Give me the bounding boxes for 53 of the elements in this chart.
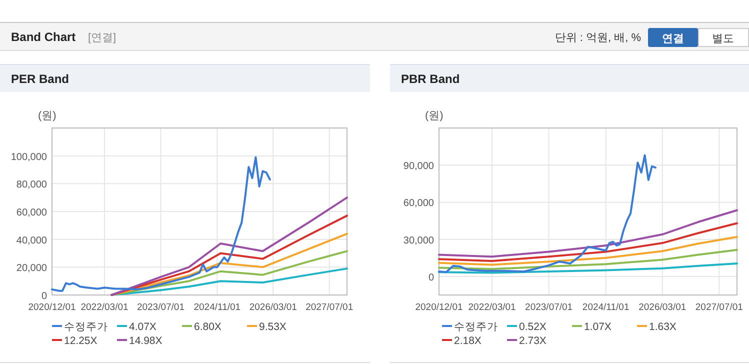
legend-label: 12.25X bbox=[64, 335, 98, 347]
line-series bbox=[438, 154, 656, 274]
text: 별도 bbox=[712, 33, 734, 45]
y-tick-label: 0 bbox=[428, 272, 434, 284]
line-series bbox=[110, 196, 348, 296]
legend-label: 2.73X bbox=[519, 335, 546, 347]
line-series bbox=[110, 250, 348, 296]
legend-label: 2.18X bbox=[454, 335, 482, 347]
legend-label: 14.98X bbox=[129, 335, 162, 347]
x-tick-label: 2024/11/01 bbox=[194, 302, 241, 313]
chart-title: PER Band bbox=[11, 72, 70, 86]
legend-label: 4.07X bbox=[129, 321, 156, 333]
legend-label: 수정주가 bbox=[64, 321, 108, 333]
legend-label: 1.07X bbox=[584, 321, 612, 333]
x-tick-label: 2026/03/01 bbox=[638, 302, 686, 313]
y-axis-title: (원) bbox=[38, 110, 56, 122]
x-tick-label: 2022/03/01 bbox=[80, 302, 128, 313]
x-tick-label: 2020/12/01 bbox=[28, 302, 76, 313]
line-series bbox=[438, 209, 738, 258]
x-tick-label: 2023/07/01 bbox=[136, 302, 184, 313]
x-tick-label: 2020/12/01 bbox=[415, 302, 463, 313]
y-tick-label: 90,000 bbox=[403, 161, 434, 172]
y-tick-label: 60,000 bbox=[16, 208, 48, 218]
y-tick-label: 80,000 bbox=[16, 180, 48, 191]
line-series bbox=[438, 222, 738, 262]
y-tick-label: 30,000 bbox=[403, 235, 434, 246]
legend-label: 수정주가 bbox=[454, 321, 498, 333]
y-tick-label: 60,000 bbox=[403, 198, 434, 210]
y-tick-label: 20,000 bbox=[16, 263, 48, 274]
line-series bbox=[51, 156, 271, 292]
text: Band Chart bbox=[11, 30, 76, 44]
x-tick-label: 2026/03/01 bbox=[249, 302, 297, 313]
y-tick-label: 40,000 bbox=[16, 235, 48, 246]
legend-label: 6.80X bbox=[194, 321, 222, 333]
text: [연결] bbox=[88, 32, 116, 44]
text: 단위 : 억원, 배, % bbox=[554, 32, 642, 44]
y-axis-title: (원) bbox=[425, 110, 444, 122]
legend-label: 9.53X bbox=[259, 321, 286, 333]
x-tick-label: 2027/07/01 bbox=[306, 302, 354, 313]
text: 연결 bbox=[662, 33, 684, 45]
line-series bbox=[438, 262, 738, 274]
legend-label: 1.63X bbox=[649, 321, 676, 333]
line-series bbox=[438, 236, 738, 266]
chart-title: PBR Band bbox=[401, 72, 460, 86]
y-tick-label: 0 bbox=[41, 291, 48, 302]
line-series bbox=[110, 268, 348, 296]
x-tick-label: 2027/07/01 bbox=[695, 302, 743, 313]
legend-label: 0.52X bbox=[519, 321, 546, 333]
line-series bbox=[438, 248, 738, 270]
x-tick-label: 2023/07/01 bbox=[525, 302, 573, 313]
x-tick-label: 2024/11/01 bbox=[582, 302, 630, 313]
y-tick-label: 100,000 bbox=[10, 152, 48, 163]
x-tick-label: 2022/03/01 bbox=[468, 302, 516, 313]
